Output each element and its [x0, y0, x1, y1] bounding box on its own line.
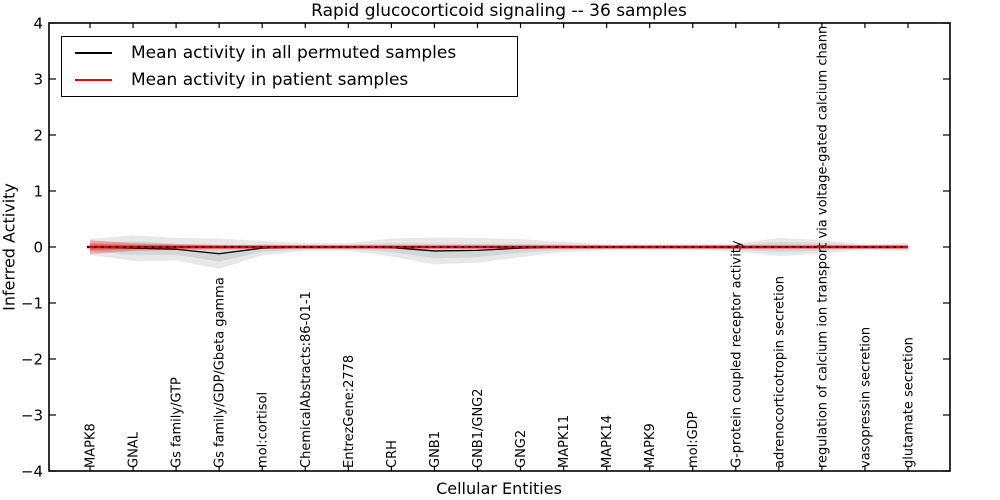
- x-tick-label: mol:cortisol: [256, 392, 271, 468]
- y-tick-label: −1: [21, 295, 43, 313]
- x-tick-label: mol:GDP: [686, 411, 701, 468]
- legend-entry-label: Mean activity in all permuted samples: [131, 43, 457, 64]
- x-tick-label: MAPK9: [643, 423, 658, 468]
- x-tick-label: MAPK14: [600, 415, 615, 468]
- y-axis-label: Inferred Activity: [0, 183, 19, 311]
- y-tick-label: −4: [21, 463, 43, 481]
- x-tick-label: MAPK11: [557, 415, 572, 468]
- x-tick-label: Gs family/GDP/Gbeta gamma: [213, 277, 228, 468]
- x-tick-label: Gs family/GTP: [170, 377, 185, 468]
- legend-entry-label: Mean activity in patient samples: [131, 69, 409, 90]
- x-tick-label: glutamate secretion: [902, 337, 917, 468]
- x-tick-label: GNAL: [127, 431, 142, 468]
- y-tick-label: 2: [33, 127, 43, 145]
- y-tick-label: −2: [21, 351, 43, 369]
- x-tick-label: CRH: [385, 440, 400, 468]
- x-tick-label: GNG2: [514, 430, 529, 468]
- y-tick-label: 0: [33, 239, 43, 257]
- x-tick-label: ChemicalAbstracts:86-01-1: [299, 291, 314, 468]
- y-tick-label: 1: [33, 183, 43, 201]
- y-tick-label: 3: [33, 71, 43, 89]
- chart-title: Rapid glucocorticoid signaling -- 36 sam…: [311, 1, 687, 21]
- legend-entry-patient: Mean activity in patient samples: [62, 70, 517, 90]
- x-axis-label: Cellular Entities: [436, 479, 562, 498]
- y-tick-label: −3: [21, 407, 43, 425]
- x-tick-label: vasopressin secretion: [858, 327, 873, 468]
- x-tick-label: EntrezGene:2778: [342, 355, 357, 468]
- patient-line-swatch: [75, 78, 112, 81]
- x-tick-label: GNB1/GNG2: [471, 388, 486, 468]
- x-tick-label: MAPK8: [84, 423, 99, 468]
- legend-box: Mean activity in all permuted samples Me…: [61, 36, 518, 97]
- x-tick-label: GNB1: [428, 431, 443, 468]
- permuted-line-swatch: [75, 52, 112, 55]
- permuted-spread-outer-band: [90, 235, 908, 269]
- y-tick-label: 4: [33, 15, 43, 33]
- x-tick-label: G-protein coupled receptor activity: [729, 240, 744, 468]
- x-tick-label: adrenocorticotropin secretion: [772, 276, 787, 468]
- legend-entry-permuted: Mean activity in all permuted samples: [62, 43, 517, 63]
